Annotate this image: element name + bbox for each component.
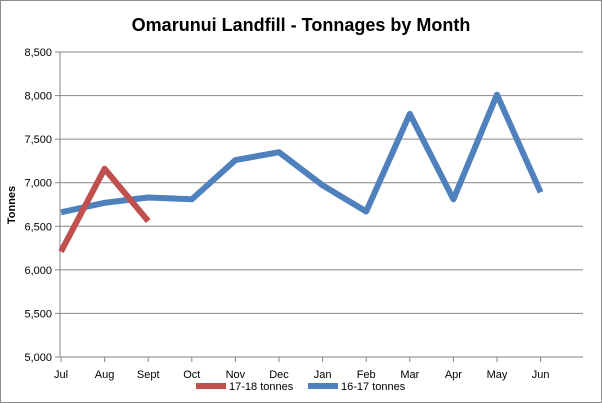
- legend: 17-18 tonnes 16-17 tonnes: [196, 381, 406, 393]
- legend-label: 16-17 tonnes: [341, 381, 406, 393]
- y-tick-label: 8,500: [24, 47, 52, 59]
- y-tick-label: 6,000: [24, 265, 52, 277]
- x-tick-label: Feb: [357, 369, 376, 381]
- y-tick-label: 5,500: [24, 308, 52, 320]
- x-axis: Jul Aug Sept Oct Nov Dec Jan Feb Mar Apr May Jun: [54, 356, 583, 381]
- x-tick-label: Aug: [95, 369, 115, 381]
- y-tick-label: 8,000: [24, 91, 52, 103]
- x-tick-label: Jan: [314, 369, 332, 381]
- chart-title: Omarunui Landfill - Tonnages by Month: [132, 15, 471, 35]
- y-tick-label: 6,500: [24, 221, 52, 233]
- legend-label: 17-18 tonnes: [229, 381, 294, 393]
- x-tick-label: Apr: [445, 369, 462, 381]
- x-tick-label: Mar: [400, 369, 419, 381]
- series-line-16-17-tonnes: [60, 91, 544, 216]
- series-line-17-18-tonnes: [58, 165, 151, 253]
- gridlines: [60, 51, 583, 358]
- x-tick-label: Sept: [137, 369, 160, 381]
- y-tick-label: 5,000: [24, 352, 52, 364]
- x-tick-label: Nov: [226, 369, 246, 381]
- x-tick-label: Oct: [183, 369, 200, 381]
- x-tick-label: May: [487, 369, 508, 381]
- y-tick-label: 7,500: [24, 134, 52, 146]
- x-tick-label: Jul: [54, 369, 68, 381]
- y-tick-label: 7,000: [24, 178, 52, 190]
- x-tick-label: Dec: [269, 369, 289, 381]
- y-axis: 5,000 5,500 6,000 6,500 7,000 7,500 8,000 8,500: [24, 47, 61, 364]
- y-axis-label: Tonnes: [6, 186, 18, 224]
- series: [58, 91, 544, 253]
- x-tick-label: Jun: [532, 369, 550, 381]
